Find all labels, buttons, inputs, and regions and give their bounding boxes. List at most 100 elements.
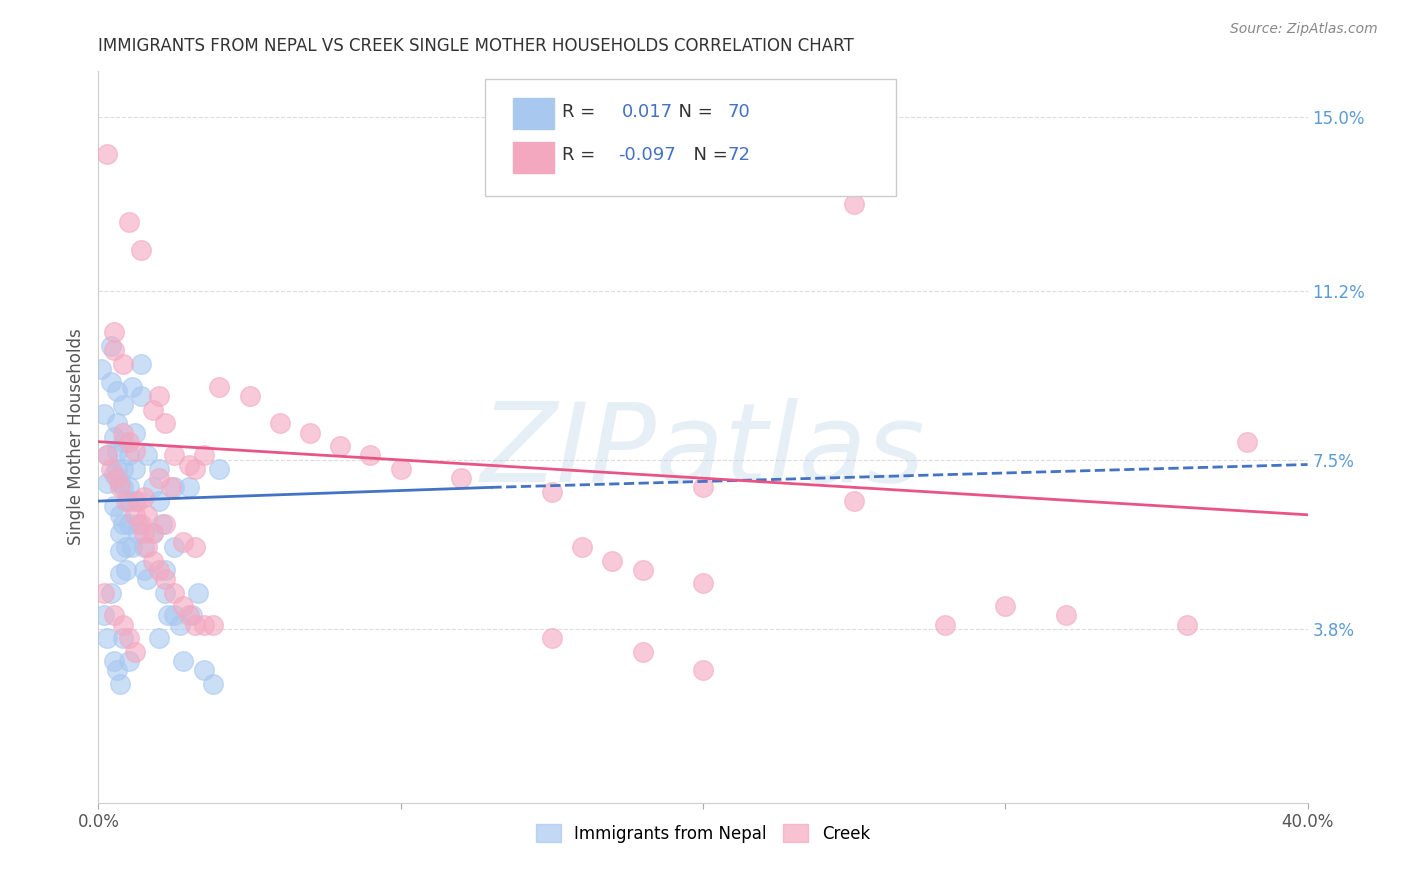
Point xyxy=(142,526,165,541)
Point xyxy=(108,544,131,558)
Point xyxy=(142,553,165,567)
Point xyxy=(1175,617,1198,632)
Point xyxy=(96,449,118,463)
Point xyxy=(135,449,157,463)
Point xyxy=(108,508,131,522)
Point xyxy=(148,462,170,476)
Point xyxy=(389,462,412,476)
Point xyxy=(156,608,179,623)
Point xyxy=(132,490,155,504)
Point xyxy=(105,471,128,485)
Point xyxy=(148,389,170,403)
Point xyxy=(108,475,131,490)
Point xyxy=(148,632,170,646)
Point xyxy=(934,617,956,632)
Text: R =: R = xyxy=(561,146,600,164)
Point xyxy=(103,608,125,623)
Point xyxy=(135,540,157,554)
Point xyxy=(540,632,562,646)
Point xyxy=(193,449,215,463)
Point xyxy=(118,632,141,646)
Point xyxy=(127,526,149,541)
Point xyxy=(153,585,176,599)
Point xyxy=(93,407,115,421)
Point xyxy=(105,663,128,677)
Point xyxy=(121,540,143,554)
Point xyxy=(135,508,157,522)
Point xyxy=(193,617,215,632)
Point xyxy=(90,361,112,376)
Point xyxy=(1054,608,1077,623)
Point xyxy=(132,526,155,541)
Point xyxy=(100,462,122,476)
Text: R =: R = xyxy=(561,103,606,120)
Point xyxy=(153,516,176,531)
Text: 72: 72 xyxy=(727,146,751,164)
Y-axis label: Single Mother Households: Single Mother Households xyxy=(66,329,84,545)
Point xyxy=(142,402,165,417)
Point xyxy=(108,526,131,541)
Point xyxy=(129,243,152,257)
Point xyxy=(111,434,134,449)
Point xyxy=(108,677,131,691)
Point xyxy=(118,215,141,229)
Text: N =: N = xyxy=(682,146,734,164)
Text: -0.097: -0.097 xyxy=(619,146,676,164)
Point xyxy=(103,343,125,358)
Point xyxy=(692,663,714,677)
Point xyxy=(103,499,125,513)
Point xyxy=(142,480,165,494)
Point xyxy=(163,585,186,599)
Point xyxy=(111,462,134,476)
Point xyxy=(631,645,654,659)
Point xyxy=(184,462,207,476)
Point xyxy=(100,376,122,390)
Point xyxy=(172,535,194,549)
Point xyxy=(269,417,291,431)
Point xyxy=(239,389,262,403)
Point xyxy=(631,563,654,577)
Point xyxy=(93,585,115,599)
Point xyxy=(96,475,118,490)
Point xyxy=(118,480,141,494)
Point xyxy=(160,480,183,494)
Point xyxy=(129,389,152,403)
Point xyxy=(1236,434,1258,449)
Point xyxy=(96,146,118,161)
Point xyxy=(127,516,149,531)
Point xyxy=(181,608,204,623)
Point xyxy=(111,398,134,412)
Point xyxy=(114,540,136,554)
Point xyxy=(118,434,141,449)
Point xyxy=(179,608,201,623)
Point xyxy=(360,449,382,463)
Point xyxy=(111,617,134,632)
Point xyxy=(132,563,155,577)
Point xyxy=(103,654,125,668)
Point xyxy=(111,516,134,531)
Text: N =: N = xyxy=(666,103,718,120)
Point xyxy=(172,599,194,614)
Point xyxy=(540,485,562,500)
Point xyxy=(148,563,170,577)
Point xyxy=(299,425,322,440)
Point xyxy=(184,540,207,554)
Point xyxy=(114,494,136,508)
Point xyxy=(163,608,186,623)
Point xyxy=(163,480,186,494)
Point xyxy=(692,480,714,494)
Point xyxy=(187,585,209,599)
Text: Source: ZipAtlas.com: Source: ZipAtlas.com xyxy=(1230,22,1378,37)
FancyBboxPatch shape xyxy=(513,98,554,129)
Point xyxy=(103,430,125,444)
FancyBboxPatch shape xyxy=(485,78,897,195)
Point xyxy=(148,471,170,485)
Point xyxy=(129,357,152,371)
Text: 70: 70 xyxy=(727,103,749,120)
Point xyxy=(135,572,157,586)
Text: IMMIGRANTS FROM NEPAL VS CREEK SINGLE MOTHER HOUSEHOLDS CORRELATION CHART: IMMIGRANTS FROM NEPAL VS CREEK SINGLE MO… xyxy=(98,37,855,54)
Point xyxy=(142,526,165,541)
Point xyxy=(208,462,231,476)
Point xyxy=(193,663,215,677)
Point xyxy=(994,599,1017,614)
